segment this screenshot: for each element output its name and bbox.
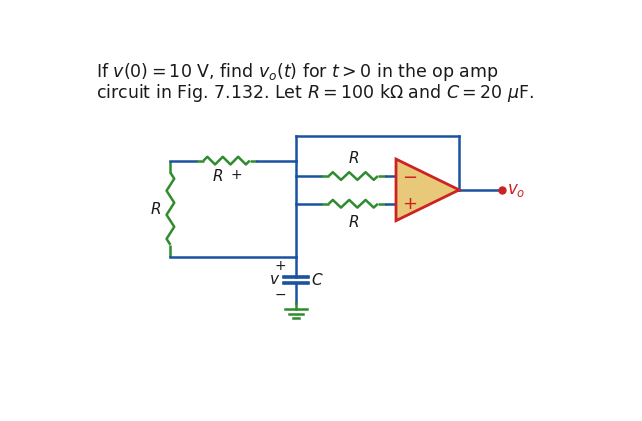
Text: $-$: $-$: [403, 167, 417, 185]
Text: circuit in Fig. 7.132. Let $R = 100$ k$\Omega$ and $C = 20$ $\mu$F.: circuit in Fig. 7.132. Let $R = 100$ k$\…: [96, 82, 534, 104]
Text: $R$: $R$: [212, 168, 223, 184]
Polygon shape: [396, 159, 459, 221]
Text: $+$: $+$: [274, 259, 286, 273]
Text: $+$: $+$: [403, 195, 417, 213]
Text: $v$: $v$: [269, 272, 281, 288]
Text: $C$: $C$: [311, 272, 324, 288]
Text: If $v(0) = 10$ V, find $v_o(t)$ for $t > 0$ in the op amp: If $v(0) = 10$ V, find $v_o(t)$ for $t >…: [96, 61, 498, 83]
Text: $+$: $+$: [230, 168, 243, 182]
Text: $R$: $R$: [348, 150, 359, 166]
Text: $R$: $R$: [348, 214, 359, 230]
Text: $v_o$: $v_o$: [507, 181, 525, 199]
Text: $R$: $R$: [150, 201, 161, 217]
Text: $-$: $-$: [274, 287, 286, 301]
